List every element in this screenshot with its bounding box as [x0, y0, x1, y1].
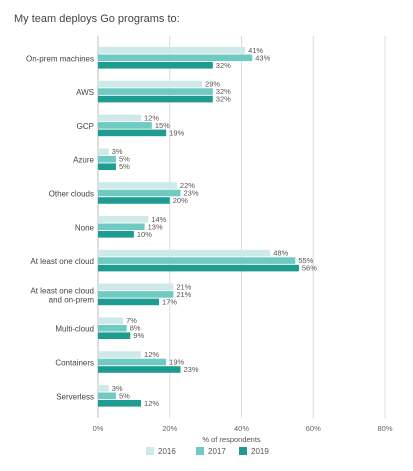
bar [98, 216, 149, 223]
data-label: 8% [130, 324, 141, 333]
bar [98, 317, 124, 324]
bar [98, 351, 142, 358]
data-label: 14% [151, 215, 166, 224]
data-label: 12% [144, 399, 159, 408]
bar [98, 231, 134, 238]
category-label: None [75, 223, 95, 232]
bar [98, 358, 167, 366]
bar [98, 366, 181, 373]
data-label: 13% [148, 222, 163, 231]
bar [98, 182, 177, 189]
bar [98, 298, 159, 306]
category-label: and on-prem [49, 295, 95, 304]
legend-label: 2016 [158, 447, 176, 456]
data-label: 5% [119, 162, 130, 171]
data-label: 12% [144, 350, 159, 359]
bar [98, 80, 203, 88]
category-label: Multi-cloud [55, 325, 94, 334]
bar [98, 95, 213, 103]
x-tick-label: 80% [377, 424, 392, 433]
bar [98, 392, 116, 400]
data-label: 55% [298, 256, 313, 265]
category-label: Containers [55, 358, 94, 367]
bar [98, 114, 142, 122]
data-label: 19% [169, 128, 184, 137]
x-tick-label: 60% [306, 424, 321, 433]
data-label: 3% [112, 384, 123, 393]
bar [98, 197, 170, 204]
legend-swatch [146, 447, 154, 455]
data-label: 9% [133, 331, 144, 340]
bar [98, 122, 152, 129]
bar [98, 283, 174, 291]
bar [98, 163, 116, 170]
data-label: 41% [248, 46, 263, 55]
data-label: 48% [273, 249, 288, 258]
data-label: 15% [155, 121, 170, 130]
data-label: 43% [255, 53, 270, 62]
x-axis-title: % of respondents [202, 435, 261, 444]
bar [98, 324, 127, 332]
x-tick-label: 0% [93, 424, 104, 433]
data-label: 23% [184, 189, 199, 198]
x-tick-label: 40% [234, 424, 249, 433]
bar [98, 148, 109, 155]
data-label: 32% [216, 87, 231, 96]
data-label: 56% [302, 264, 317, 273]
data-label: 19% [169, 358, 184, 367]
category-label: AWS [76, 88, 94, 97]
legend-swatch [196, 447, 204, 455]
category-label: Other clouds [49, 189, 94, 198]
legend-label: 2017 [208, 447, 226, 456]
category-label: GCP [77, 122, 94, 131]
bar [98, 385, 109, 392]
data-label: 23% [184, 365, 199, 374]
bar [98, 400, 142, 407]
bar [98, 257, 296, 264]
bar [98, 249, 271, 257]
bar [98, 291, 174, 298]
category-label: Azure [73, 156, 94, 165]
data-label: 20% [173, 196, 188, 205]
category-label: Serverless [56, 392, 94, 401]
bar [98, 189, 181, 197]
bars [98, 47, 299, 407]
bar [98, 62, 213, 69]
legend-label: 2019 [251, 447, 269, 456]
bar [98, 129, 167, 137]
data-label: 32% [216, 61, 231, 70]
data-label: 29% [205, 80, 220, 89]
x-axis-ticks: 0% 20% 40% 60% 80% [93, 424, 393, 433]
data-label: 5% [119, 155, 130, 164]
value-labels: 41%43%32%29%32%32%12%15%19%3%5%5%22%23%2… [112, 46, 317, 408]
data-label: 32% [216, 95, 231, 104]
x-tick-label: 20% [162, 424, 177, 433]
data-label: 10% [137, 230, 152, 239]
bar [98, 332, 131, 339]
category-label: At least one cloud [30, 257, 94, 266]
category-labels: On-prem machines AWS GCP Azure Other clouds N… [26, 54, 95, 401]
data-label: 21% [176, 282, 191, 291]
data-label: 7% [126, 316, 137, 325]
bar [98, 54, 253, 62]
legend-swatch [239, 447, 247, 455]
data-label: 5% [119, 391, 130, 400]
bar [98, 264, 299, 272]
data-label: 3% [112, 147, 123, 156]
category-label: At least one cloud [30, 286, 94, 295]
bar [98, 155, 116, 163]
bar [98, 88, 213, 95]
legend: 2016 2017 2019 [146, 447, 269, 456]
bar [98, 223, 145, 231]
data-label: 21% [176, 290, 191, 299]
data-label: 22% [180, 181, 195, 190]
bar [98, 47, 246, 54]
chart-title: My team deploys Go programs to: [14, 13, 180, 25]
data-label: 17% [162, 297, 177, 306]
data-label: 12% [144, 113, 159, 122]
category-label: On-prem machines [26, 54, 94, 63]
